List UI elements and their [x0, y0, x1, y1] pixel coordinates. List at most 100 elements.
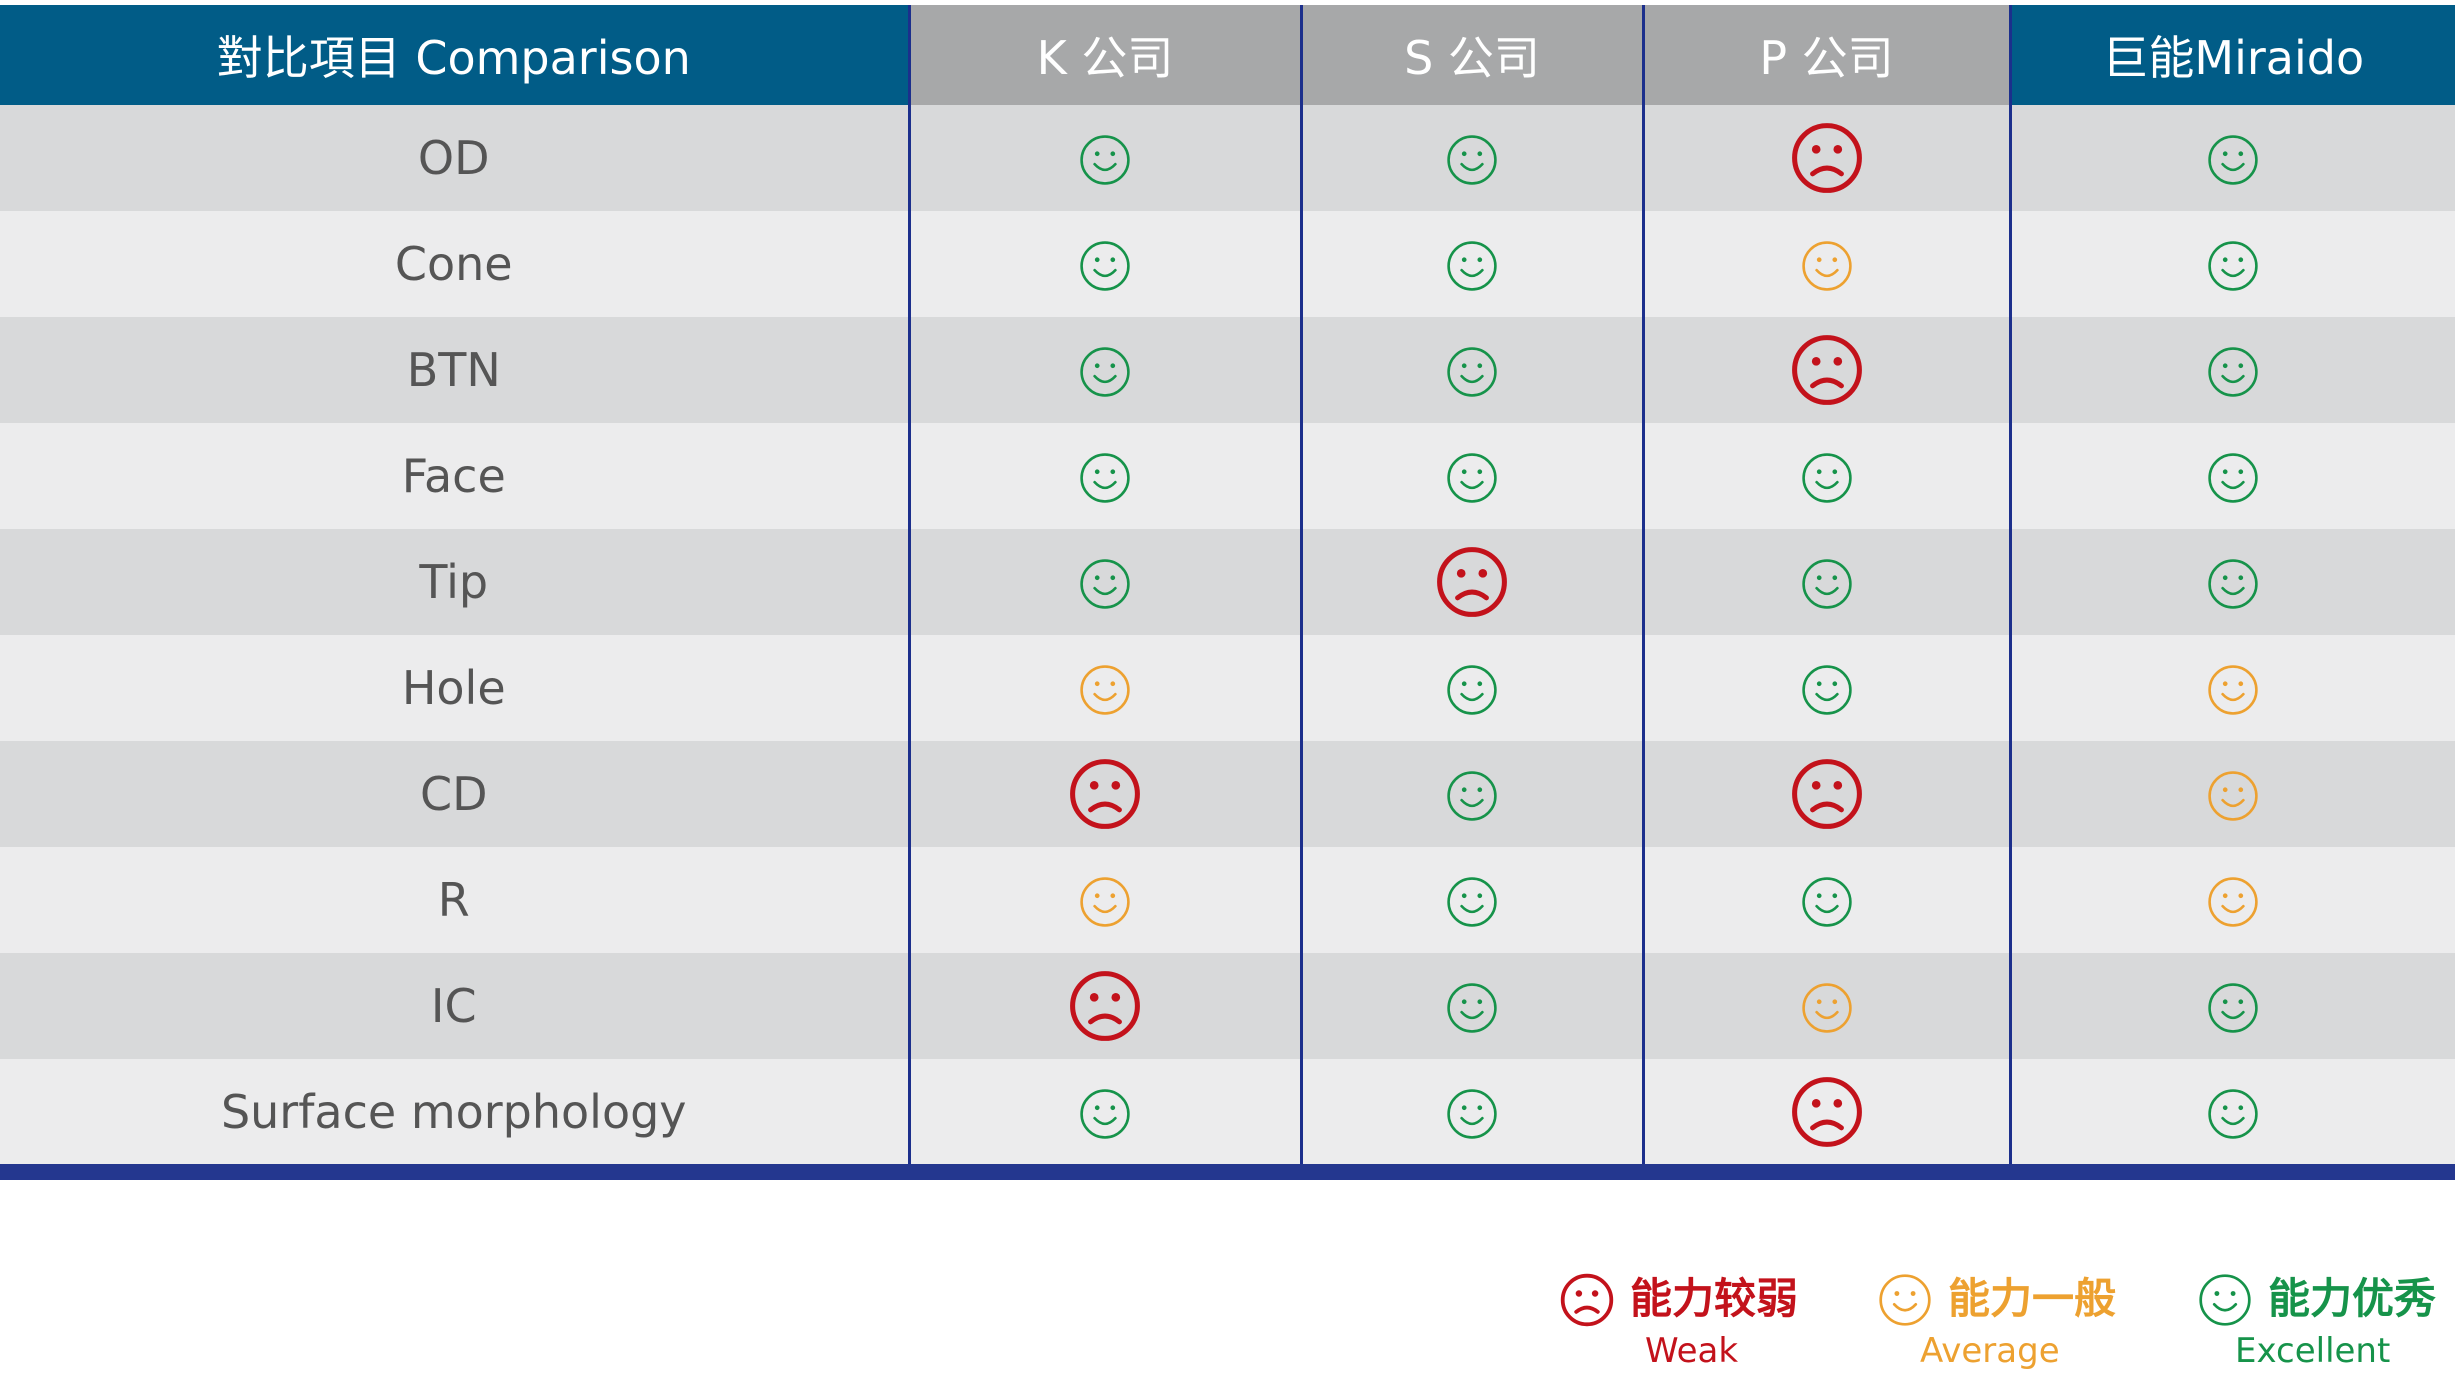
- column-header-comparison: 對比項目 Comparison: [0, 5, 909, 105]
- column-header-s-company: S 公司: [1299, 5, 1643, 105]
- smile-face-icon: [2207, 1088, 2259, 1140]
- smile-face-icon: [1079, 134, 1131, 186]
- smile-face-icon: [2207, 452, 2259, 504]
- table-row: IC: [0, 953, 2455, 1059]
- table-row: R: [0, 847, 2455, 953]
- rating-cell-p-company: [1641, 847, 2010, 953]
- table-bottom-bar: [0, 1164, 2455, 1180]
- table-row: Hole: [0, 635, 2455, 741]
- table-row: Tip: [0, 529, 2455, 635]
- legend-item-average: 能力一般 Average: [1878, 1265, 2178, 1385]
- table-row: CD: [0, 741, 2455, 847]
- smile-face-icon: [1079, 558, 1131, 610]
- row-label: CD: [0, 741, 909, 847]
- table-row: Surface morphology: [0, 1059, 2455, 1165]
- row-label: Hole: [0, 635, 909, 741]
- smile-face-icon: [2207, 240, 2259, 292]
- smile-face-icon: [1079, 876, 1131, 928]
- legend-weak-label-cn: 能力较弱: [1630, 1274, 1799, 1323]
- smile-face-icon: [1446, 240, 1498, 292]
- smile-face-icon: [1446, 982, 1498, 1034]
- smile-face-icon: [2207, 346, 2259, 398]
- rating-cell-k-company: [907, 953, 1301, 1059]
- row-label: BTN: [0, 317, 909, 423]
- frown-face-icon: [1791, 334, 1863, 406]
- rating-cell-s-company: [1299, 105, 1643, 211]
- legend: 能力较弱 Weak 能力一般 Average 能力优秀 Excellent: [1560, 1265, 2455, 1385]
- smile-face-icon: [1446, 134, 1498, 186]
- smile-face-icon: [2207, 876, 2259, 928]
- rating-cell-s-company: [1299, 317, 1643, 423]
- frown-face-icon: [1436, 546, 1508, 618]
- rating-cell-k-company: [907, 529, 1301, 635]
- smile-face-icon: [1801, 240, 1853, 292]
- rating-cell-p-company: [1641, 423, 2010, 529]
- smile-face-icon: [1446, 876, 1498, 928]
- legend-item-excellent: 能力优秀 Excellent: [2198, 1265, 2455, 1385]
- rating-cell-p-company: [1641, 105, 2010, 211]
- rating-cell-miraido: [2008, 211, 2455, 317]
- rating-cell-s-company: [1299, 211, 1643, 317]
- rating-cell-miraido: [2008, 317, 2455, 423]
- smile-face-icon: [1801, 558, 1853, 610]
- smile-face-icon: [1079, 452, 1131, 504]
- frown-face-icon: [1069, 758, 1141, 830]
- row-label: Tip: [0, 529, 909, 635]
- smile-face-icon: [1079, 346, 1131, 398]
- rating-cell-k-company: [907, 635, 1301, 741]
- frown-face-icon: [1791, 122, 1863, 194]
- rating-cell-s-company: [1299, 1059, 1643, 1165]
- smile-face-icon: [2207, 982, 2259, 1034]
- rating-cell-s-company: [1299, 635, 1643, 741]
- legend-excellent-label-en: Excellent: [2235, 1331, 2391, 1371]
- column-header-k-company: K 公司: [907, 5, 1301, 105]
- rating-cell-s-company: [1299, 423, 1643, 529]
- smile-face-icon: [1079, 664, 1131, 716]
- rating-cell-p-company: [1641, 317, 2010, 423]
- rating-cell-s-company: [1299, 529, 1643, 635]
- rating-cell-k-company: [907, 423, 1301, 529]
- column-header-miraido: 巨能Miraido: [2008, 5, 2455, 105]
- smile-face-icon: [1446, 664, 1498, 716]
- smile-face-icon: [1801, 664, 1853, 716]
- smile-face-icon: [2207, 770, 2259, 822]
- smile-face-icon: [1079, 240, 1131, 292]
- row-label: Surface morphology: [0, 1059, 909, 1165]
- smile-face-icon: [2207, 558, 2259, 610]
- smile-face-icon: [1878, 1273, 1932, 1331]
- legend-weak-label-en: Weak: [1645, 1331, 1739, 1371]
- legend-average-label-en: Average: [1920, 1331, 2060, 1371]
- rating-cell-s-company: [1299, 847, 1643, 953]
- smile-face-icon: [1446, 1088, 1498, 1140]
- smile-face-icon: [1801, 452, 1853, 504]
- legend-excellent-label-cn: 能力优秀: [2268, 1274, 2437, 1323]
- row-label: R: [0, 847, 909, 953]
- row-label: Face: [0, 423, 909, 529]
- rating-cell-s-company: [1299, 953, 1643, 1059]
- frown-face-icon: [1791, 758, 1863, 830]
- row-label: OD: [0, 105, 909, 211]
- table-body: OD Cone BTN Face Tip Hole CD R IC Surface morphol…: [0, 105, 2455, 1165]
- table-row: Face: [0, 423, 2455, 529]
- rating-cell-miraido: [2008, 529, 2455, 635]
- rating-cell-miraido: [2008, 635, 2455, 741]
- frown-face-icon: [1560, 1273, 1614, 1331]
- rating-cell-miraido: [2008, 105, 2455, 211]
- rating-cell-miraido: [2008, 1059, 2455, 1165]
- rating-cell-p-company: [1641, 953, 2010, 1059]
- smile-face-icon: [1446, 770, 1498, 822]
- table-row: Cone: [0, 211, 2455, 317]
- rating-cell-p-company: [1641, 529, 2010, 635]
- rating-cell-k-company: [907, 105, 1301, 211]
- rating-cell-p-company: [1641, 1059, 2010, 1165]
- column-header-p-company: P 公司: [1641, 5, 2010, 105]
- smile-face-icon: [1079, 1088, 1131, 1140]
- rating-cell-k-company: [907, 847, 1301, 953]
- frown-face-icon: [1791, 1076, 1863, 1148]
- smile-face-icon: [1446, 346, 1498, 398]
- rating-cell-k-company: [907, 317, 1301, 423]
- rating-cell-p-company: [1641, 211, 2010, 317]
- table-row: BTN: [0, 317, 2455, 423]
- smile-face-icon: [1801, 876, 1853, 928]
